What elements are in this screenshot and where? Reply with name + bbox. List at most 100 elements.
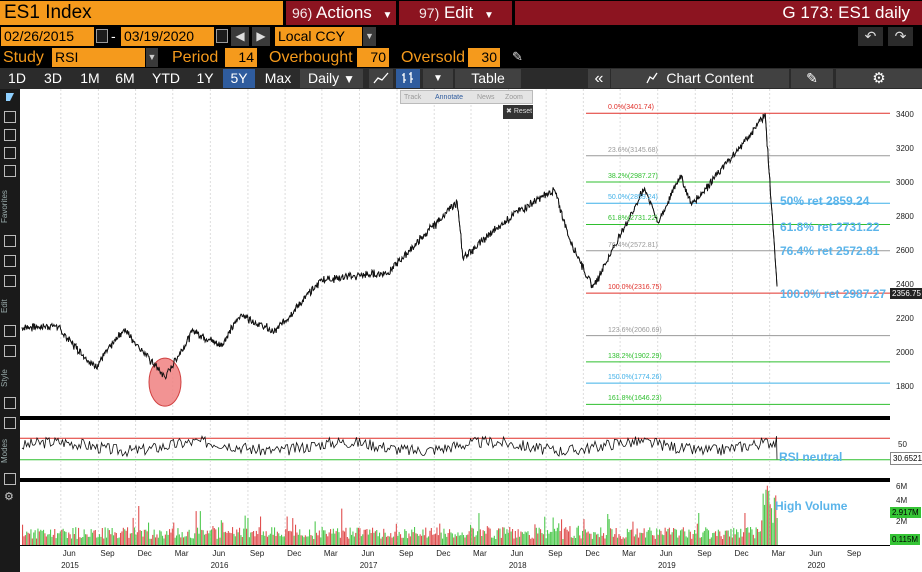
- volume-bar: [209, 530, 211, 545]
- timeframe-6m[interactable]: 6M: [115, 70, 135, 86]
- news-button[interactable]: News: [477, 94, 495, 101]
- volume-bar: [591, 538, 593, 545]
- chevron-down-icon[interactable]: ▼: [423, 69, 453, 88]
- fib-level-label: 38.2%(2987.27): [608, 173, 658, 180]
- annotation-fib-100[interactable]: 100.0% ret 2987.27: [780, 287, 887, 301]
- color-tool-icon[interactable]: [4, 397, 16, 409]
- volume-bar: [103, 538, 105, 545]
- volume-bar: [40, 529, 42, 545]
- gear-icon[interactable]: ⚙: [836, 69, 922, 88]
- shape-tool-icon[interactable]: [4, 255, 16, 267]
- volume-bar: [342, 530, 344, 545]
- volume-bar: [283, 536, 285, 545]
- end-date-field[interactable]: 03/19/2020: [121, 27, 214, 46]
- chevron-down-icon[interactable]: ▼: [363, 27, 376, 46]
- volume-bar: [601, 535, 603, 545]
- line-chart-icon[interactable]: [369, 69, 393, 88]
- volume-bar: [365, 529, 367, 545]
- volume-bar: [272, 534, 274, 545]
- currency-select[interactable]: Local CCY: [275, 27, 362, 46]
- volume-bar: [579, 535, 581, 545]
- volume-bar: [549, 531, 551, 545]
- annotation-fib-50[interactable]: 50% ret 2859.24: [780, 194, 870, 208]
- line-tool-icon[interactable]: [4, 111, 16, 123]
- track-button[interactable]: Track: [404, 94, 422, 101]
- oversold-field[interactable]: 30: [468, 48, 500, 67]
- pen-tool-icon[interactable]: [4, 147, 16, 159]
- volume-bar: [282, 536, 284, 545]
- line-style-icon[interactable]: [4, 417, 16, 429]
- start-date-field[interactable]: 02/26/2015: [1, 27, 94, 46]
- overbought-field[interactable]: 70: [357, 48, 389, 67]
- channel-tool-icon[interactable]: [4, 325, 16, 337]
- period-field[interactable]: 14: [225, 48, 257, 67]
- timeframe-1d[interactable]: 1D: [8, 70, 26, 86]
- volume-bar: [318, 530, 320, 545]
- edit-menu[interactable]: 97) Edit ▼: [399, 1, 512, 25]
- study-select[interactable]: RSI: [52, 48, 145, 67]
- volume-bar: [59, 531, 61, 545]
- security-ticker-field[interactable]: ES1 Index: [0, 1, 283, 25]
- timeframe-max[interactable]: Max: [264, 70, 292, 86]
- volume-bar: [377, 536, 379, 545]
- text-tool-icon[interactable]: [4, 235, 16, 247]
- collapse-left-icon[interactable]: «: [588, 69, 610, 88]
- zoom-button[interactable]: Zoom: [505, 94, 523, 101]
- edit-chart-icon[interactable]: ✎: [791, 69, 833, 88]
- next-arrow-icon[interactable]: ▶: [252, 27, 270, 46]
- volume-bar: [533, 538, 535, 545]
- timeframe-ytd[interactable]: YTD: [152, 70, 180, 86]
- chevron-down-icon[interactable]: ▼: [146, 48, 158, 67]
- frequency-select[interactable]: Daily ▼: [300, 69, 363, 88]
- calendar-icon[interactable]: [216, 29, 228, 43]
- undo-icon[interactable]: ↶: [858, 27, 883, 46]
- volume-bar: [27, 532, 29, 545]
- annotation-fib-618[interactable]: 61.8% ret 2731.22: [780, 220, 880, 234]
- reset-button[interactable]: ✖ Reset: [503, 105, 533, 119]
- annotation-fib-764[interactable]: 76.4% ret 2572.81: [780, 244, 880, 258]
- timeframe-1m[interactable]: 1M: [80, 70, 100, 86]
- volume-panel[interactable]: [20, 482, 890, 545]
- volume-chart-svg[interactable]: [20, 482, 890, 545]
- price-chart-svg[interactable]: [20, 89, 890, 416]
- cursor-icon[interactable]: [6, 93, 14, 101]
- volume-bar: [171, 528, 173, 545]
- settings-icon[interactable]: ⚙: [4, 491, 14, 503]
- previous-arrow-icon[interactable]: ◀: [231, 27, 249, 46]
- volume-bar: [75, 527, 77, 545]
- rsi-chart-svg[interactable]: [20, 420, 890, 478]
- rsi-panel[interactable]: [20, 420, 890, 478]
- table-button[interactable]: Table: [455, 69, 521, 88]
- eraser-tool-icon[interactable]: [4, 345, 16, 357]
- volume-bar: [156, 534, 158, 545]
- volume-bar: [128, 537, 130, 545]
- volume-bar: [754, 538, 756, 545]
- volume-bar: [566, 529, 568, 545]
- timeframe-5y[interactable]: 5Y: [223, 69, 255, 88]
- mode-tool-icon[interactable]: [4, 473, 16, 485]
- actions-menu[interactable]: 96) Actions ▼: [286, 1, 396, 25]
- timeframe-1y[interactable]: 1Y: [196, 70, 214, 86]
- arrow-tool-icon[interactable]: [4, 275, 16, 287]
- volume-bar: [761, 520, 763, 545]
- volume-bar: [696, 523, 698, 545]
- bar-chart-icon[interactable]: [396, 69, 420, 88]
- annotate-button[interactable]: Annotate: [435, 94, 464, 101]
- volume-bar: [313, 539, 315, 545]
- volume-bar: [54, 529, 56, 545]
- calendar-icon[interactable]: [96, 29, 108, 43]
- chart-content-button[interactable]: Chart Content: [611, 69, 789, 88]
- timeframe-3d[interactable]: 3D: [44, 70, 62, 86]
- trend-tool-icon[interactable]: [4, 129, 16, 141]
- volume-bar: [247, 517, 249, 545]
- volume-bar: [320, 537, 322, 545]
- annotation-rsi-neutral[interactable]: RSI neutral: [779, 450, 843, 464]
- fib-tool-icon[interactable]: [4, 165, 16, 177]
- price-chart-panel[interactable]: [20, 89, 890, 416]
- volume-bar: [339, 537, 341, 545]
- pencil-icon[interactable]: ✎: [512, 49, 523, 64]
- redo-icon[interactable]: ↷: [888, 27, 913, 46]
- volume-bar: [83, 529, 85, 545]
- annotation-high-volume[interactable]: High Volume: [775, 499, 848, 513]
- volume-bar: [286, 516, 288, 545]
